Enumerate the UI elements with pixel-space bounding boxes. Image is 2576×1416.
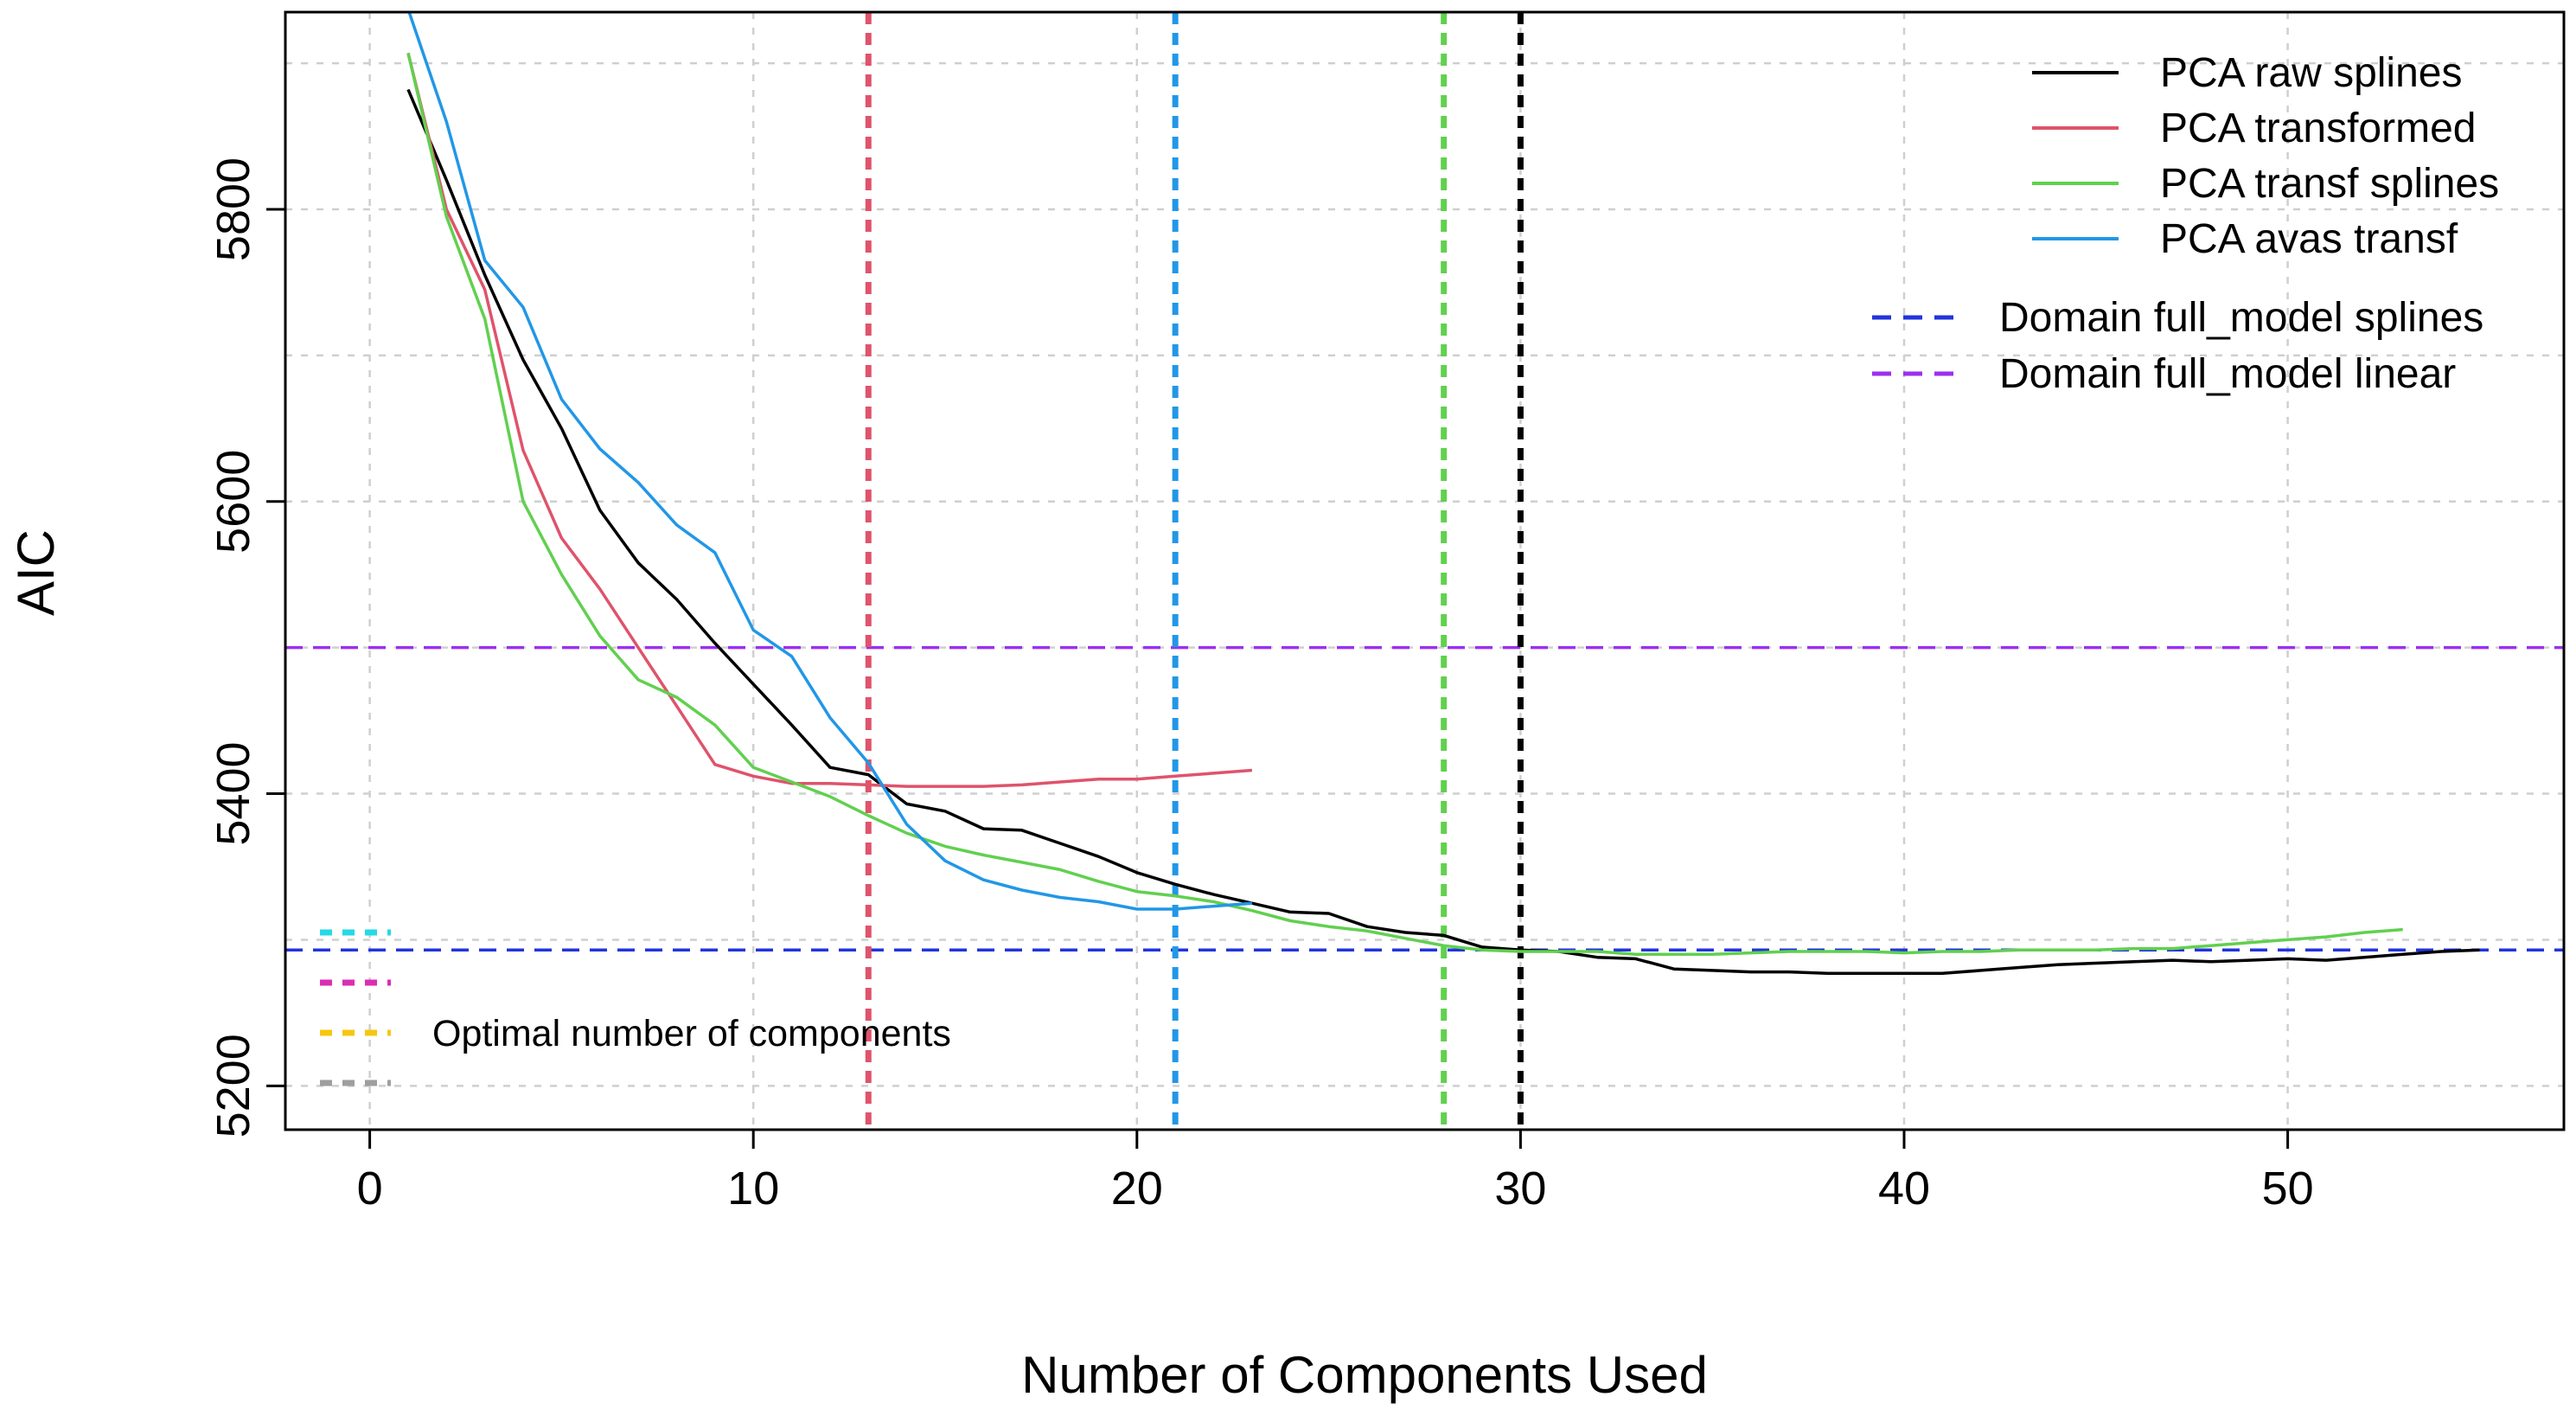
legend-label-domain-splines: Domain full_model splines [1999,295,2483,341]
legend-label-pca-transf-splines: PCA transf splines [2160,161,2499,207]
x-tick-label: 50 [2262,1163,2314,1214]
optimal-components-note: Optimal number of components [320,929,951,1086]
y-tick-label: 5400 [208,741,259,845]
x-tick-label: 40 [1878,1163,1930,1214]
x-tick-label: 30 [1494,1163,1546,1214]
legend: PCA raw splines PCA transformed PCA tran… [1872,50,2499,397]
x-axis-ticks: 0 10 20 30 40 50 [357,1128,2314,1214]
y-tick-label: 5800 [208,157,259,261]
legend-label-pca-avas-transf: PCA avas transf [2160,216,2458,262]
series-line-pca-raw-splines [406,88,2480,976]
legend-label-pca-raw-splines: PCA raw splines [2160,50,2462,96]
series-lines [406,12,2480,976]
y-axis-title: AIC [7,529,65,616]
series-line-pca-transformed [406,52,1253,788]
series-line-pca-avas-transf [407,12,1253,911]
note-label: Optimal number of components [432,1013,951,1054]
legend-label-domain-linear: Domain full_model linear [1999,351,2456,397]
y-axis-ticks: 5200 5400 5600 5800 [208,157,285,1137]
x-tick-label: 0 [357,1163,383,1214]
x-axis-title: Number of Components Used [1021,1346,1708,1404]
legend-label-pca-transformed: PCA transformed [2160,106,2476,151]
y-tick-label: 5600 [208,450,259,554]
reference-lines [285,645,2564,952]
series-line-pca-transf-splines [406,52,2403,957]
x-tick-label: 10 [727,1163,779,1214]
x-tick-label: 20 [1111,1163,1163,1214]
y-tick-label: 5200 [208,1034,259,1137]
